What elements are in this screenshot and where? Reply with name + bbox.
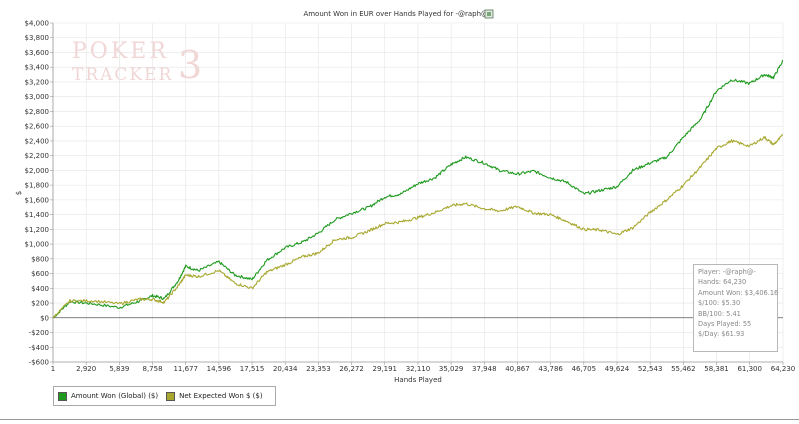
x-tick-label: 5,839 [109, 365, 129, 373]
x-tick-label: 14,596 [207, 365, 232, 373]
y-tick-label: $400 [31, 285, 49, 293]
y-tick-label: -$200 [29, 329, 49, 337]
y-tick-label: $3,600 [25, 49, 50, 57]
x-tick-label: 2,920 [76, 365, 96, 373]
watermark-digit: 3 [178, 43, 202, 87]
y-tick-label: $600 [31, 270, 49, 278]
x-axis-label: Hands Played [394, 376, 442, 384]
stats-per100: $/100: $5.30 [698, 299, 741, 308]
gridlines [52, 22, 784, 363]
x-tick-label: 52,543 [638, 365, 663, 373]
x-tick-label: 23,353 [306, 365, 331, 373]
legend-label-amount-won: Amount Won (Global) ($) [71, 392, 159, 400]
x-axis-ticks: 1 2,920 5,839 8,758 11,677 14,596 17,515 20,434… [51, 362, 795, 373]
y-tick-label: $4,000 [25, 20, 50, 28]
x-tick-label: 11,677 [173, 365, 198, 373]
x-tick-label: 43,786 [538, 365, 563, 373]
legend-label-expected-won: Net Expected Won $ ($) [179, 392, 263, 400]
title-export-icon[interactable] [484, 9, 494, 19]
pokertracker-watermark: POKER 3 TRACKER [72, 39, 202, 87]
y-tick-label: $200 [31, 300, 49, 308]
stats-player: Player: -@raph@- [698, 268, 756, 276]
player-stats-box: Player: -@raph@- Hands: 64,230 Amount Wo… [693, 264, 778, 352]
y-tick-label: $2,600 [25, 123, 50, 131]
x-tick-label: 1 [51, 365, 55, 373]
legend-item-amount-won[interactable]: Amount Won (Global) ($) [58, 391, 159, 401]
y-tick-label: $3,200 [25, 78, 50, 86]
series-line-amount-won [52, 59, 784, 319]
y-tick-label: $0 [40, 314, 49, 322]
stats-hands: Hands: 64,230 [698, 278, 747, 287]
y-tick-label: -$600 [29, 359, 49, 367]
stats-amount-won: Amount Won: $3,406.16 [698, 288, 779, 297]
x-tick-label: 40,867 [505, 365, 530, 373]
stats-per-day: $/Day: $61.93 [698, 330, 745, 339]
y-tick-label: $1,600 [25, 196, 50, 204]
y-tick-label: $800 [31, 255, 49, 263]
legend-swatch-amount-won [58, 391, 67, 401]
export-icon-inner[interactable] [487, 12, 491, 16]
series-line-expected-won [52, 134, 784, 319]
y-tick-label: $1,000 [25, 241, 50, 249]
y-tick-label: $2,000 [25, 167, 50, 175]
window-bottom-border [0, 419, 799, 420]
y-tick-label: $2,800 [25, 108, 50, 116]
x-tick-label: 49,624 [605, 365, 630, 373]
y-tick-label: $3,800 [25, 34, 50, 42]
y-tick-label: $2,400 [25, 137, 50, 145]
x-tick-label: 26,272 [339, 365, 364, 373]
x-tick-label: 55,462 [671, 365, 696, 373]
y-tick-label: $3,000 [25, 93, 50, 101]
y-tick-label: $2,200 [25, 152, 50, 160]
y-tick-label: -$400 [29, 344, 49, 352]
y-tick-label: $1,800 [25, 182, 50, 190]
x-tick-label: 58,381 [704, 365, 729, 373]
x-tick-label: 32,110 [406, 365, 431, 373]
stats-days-played: Days Played: 55 [698, 320, 752, 329]
x-tick-label: 61,300 [737, 365, 762, 373]
x-tick-label: 46,705 [572, 365, 597, 373]
y-tick-label: $1,200 [25, 226, 50, 234]
chart-title: Amount Won in EUR over Hands Played for … [303, 10, 491, 18]
watermark-tracker: TRACKER [72, 65, 173, 85]
x-tick-label: 8,758 [143, 365, 163, 373]
y-axis-ticks: $4,000 $3,800 $3,600 $3,400 $3,200 $3,000 $2,8… [25, 20, 53, 367]
x-tick-label: 37,948 [472, 365, 497, 373]
legend-swatch-expected-won [166, 391, 176, 401]
y-tick-label: $1,400 [25, 211, 50, 219]
series-layer [52, 59, 784, 319]
x-tick-label: 29,191 [373, 365, 398, 373]
x-tick-label: 35,029 [439, 365, 464, 373]
legend-item-expected-won[interactable]: Net Expected Won $ ($) [166, 391, 263, 401]
watermark-poker: POKER [72, 39, 169, 64]
stats-bb100: BB/100: 5.41 [698, 309, 741, 318]
y-tick-label: $3,400 [25, 64, 50, 72]
y-axis-label: $ [15, 191, 23, 195]
x-tick-label: 17,515 [240, 365, 265, 373]
chart-legend: Amount Won (Global) ($) Net Expected Won… [53, 386, 276, 406]
x-tick-label: 64,230 [771, 365, 796, 373]
x-tick-label: 20,434 [273, 365, 298, 373]
